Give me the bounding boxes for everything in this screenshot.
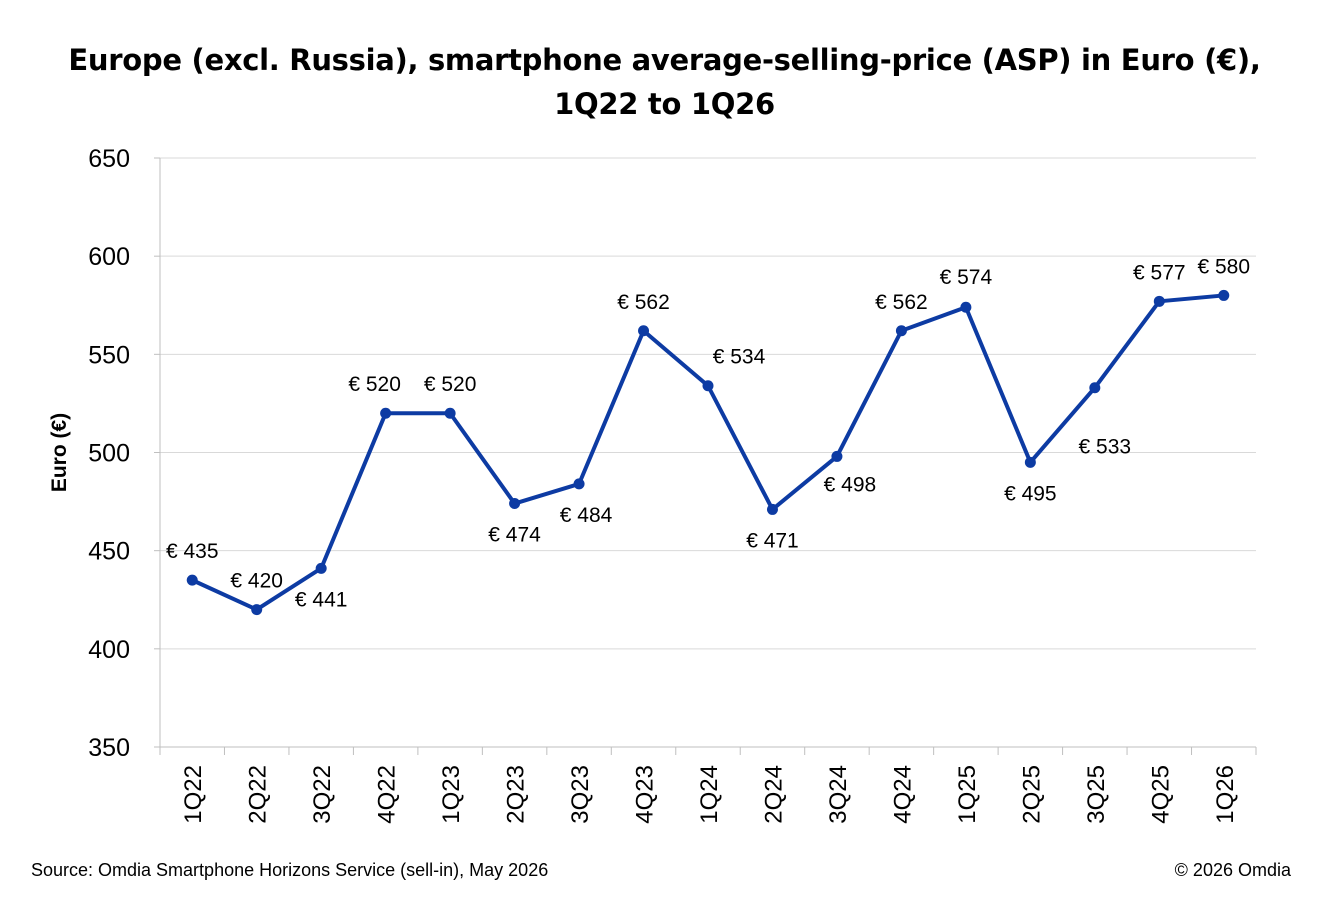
source-note: Source: Omdia Smartphone Horizons Servic… [31, 860, 549, 880]
x-tick-label-1Q23: 1Q23 [438, 765, 465, 824]
x-tick-label-4Q25: 4Q25 [1147, 765, 1174, 824]
x-tick-label-2Q25: 2Q25 [1018, 765, 1045, 824]
data-point-1Q22 [186, 574, 198, 586]
x-tick-label-1Q26: 1Q26 [1212, 765, 1239, 824]
y-tick-label-650: 650 [88, 145, 130, 173]
data-label-2Q24: € 471 [746, 529, 799, 552]
data-label-3Q24: € 498 [824, 473, 877, 496]
x-tick-label-3Q24: 3Q24 [825, 765, 852, 824]
data-label-1Q23: € 520 [424, 373, 477, 396]
data-label-1Q26: € 580 [1197, 255, 1250, 278]
x-tick-label-1Q25: 1Q25 [954, 765, 981, 824]
data-point-3Q24 [831, 450, 843, 462]
data-label-1Q22: € 435 [166, 540, 219, 563]
chart-title-line-1: Europe (excl. Russia), smartphone averag… [68, 43, 1261, 77]
chart-title: Europe (excl. Russia), smartphone averag… [0, 38, 1329, 126]
data-point-4Q22 [380, 407, 392, 419]
chart-title-line-2: 1Q22 to 1Q26 [554, 87, 775, 121]
data-point-2Q24 [766, 503, 778, 515]
copyright-note: © 2026 Omdia [1174, 860, 1291, 880]
data-point-2Q25 [1024, 456, 1036, 468]
y-tick-label-400: 400 [88, 636, 130, 664]
data-label-2Q23: € 474 [488, 524, 541, 547]
data-point-1Q24 [702, 380, 714, 392]
x-tick-label-1Q22: 1Q22 [180, 765, 207, 824]
x-tick-label-3Q25: 3Q25 [1083, 765, 1110, 824]
y-tick-label-450: 450 [88, 538, 130, 566]
data-label-4Q23: € 562 [617, 291, 670, 314]
data-point-4Q25 [1153, 295, 1165, 307]
data-point-3Q23 [573, 478, 585, 490]
x-tick-label-3Q22: 3Q22 [309, 765, 336, 824]
data-label-2Q25: € 495 [1004, 482, 1057, 505]
data-point-4Q24 [895, 325, 907, 337]
x-tick-label-2Q22: 2Q22 [245, 765, 272, 824]
x-tick-label-2Q23: 2Q23 [503, 765, 530, 824]
data-point-3Q22 [315, 562, 327, 574]
data-label-1Q25: € 574 [940, 266, 993, 289]
data-point-1Q25 [960, 301, 972, 313]
x-tick-label-4Q23: 4Q23 [632, 765, 659, 824]
data-label-3Q25: € 533 [1079, 436, 1132, 459]
data-point-2Q23 [509, 498, 521, 510]
x-tick-label-1Q24: 1Q24 [696, 765, 723, 824]
y-tick-label-550: 550 [88, 341, 130, 369]
y-axis-label: Euro (€) [48, 413, 71, 492]
data-point-2Q22 [251, 604, 263, 616]
data-label-3Q23: € 484 [560, 504, 613, 527]
data-label-4Q24: € 562 [875, 291, 928, 314]
y-tick-label-500: 500 [88, 440, 130, 468]
x-tick-label-4Q22: 4Q22 [374, 765, 401, 824]
data-label-1Q24: € 534 [713, 346, 766, 369]
y-tick-label-350: 350 [88, 734, 130, 762]
data-point-3Q25 [1089, 382, 1101, 394]
data-point-4Q23 [638, 325, 650, 337]
data-point-1Q23 [444, 407, 456, 419]
x-tick-label-3Q23: 3Q23 [567, 765, 594, 824]
data-label-3Q22: € 441 [295, 588, 348, 611]
y-tick-label-600: 600 [88, 243, 130, 271]
data-label-4Q22: € 520 [348, 373, 401, 396]
data-label-2Q22: € 420 [230, 570, 283, 593]
data-label-4Q25: € 577 [1133, 261, 1186, 284]
x-tick-label-4Q24: 4Q24 [889, 765, 916, 824]
data-point-1Q26 [1218, 289, 1230, 301]
x-tick-label-2Q24: 2Q24 [760, 765, 787, 824]
